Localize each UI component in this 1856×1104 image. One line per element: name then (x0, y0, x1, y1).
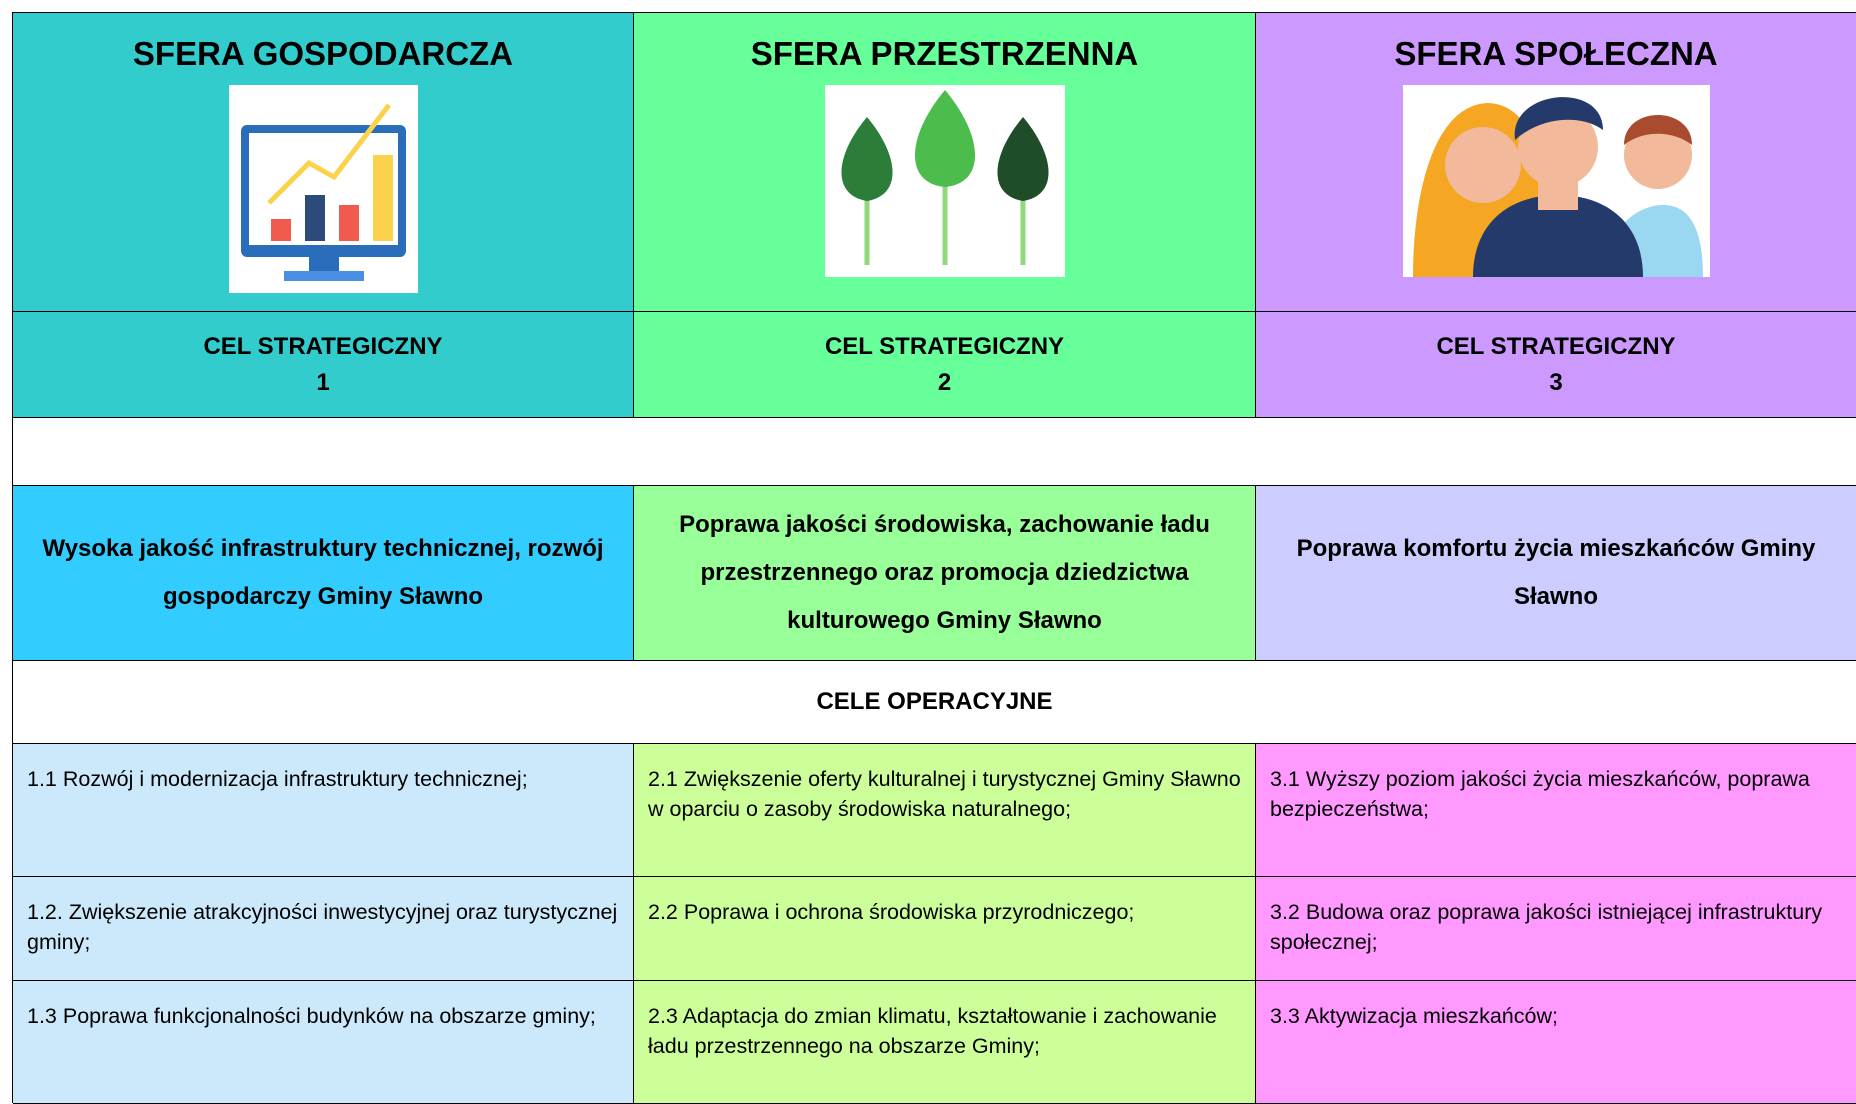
goal-number: 2 (937, 368, 952, 396)
strategy-table: SFERA GOSPODARCZA SFERA PRZESTRZENNA SFE… (12, 12, 1856, 1104)
sphere-title: SFERA GOSPODARCZA (132, 35, 514, 72)
objective: 2.2 Poprawa i ochrona środowiska przyrod… (634, 877, 1256, 981)
strategic-goal: Poprawa jakości środowiska, zachowanie ł… (634, 486, 1256, 661)
goal-label-cell: CEL STRATEGICZNY 3 (1256, 312, 1856, 418)
sphere-title: SFERA SPOŁECZNA (1394, 35, 1718, 72)
sphere-title: SFERA PRZESTRZENNA (750, 35, 1139, 72)
goal-label: CEL STRATEGICZNY (203, 332, 443, 360)
objective: 3.2 Budowa oraz poprawa jakości istnieją… (1256, 877, 1856, 981)
sphere-header: SFERA PRZESTRZENNA (634, 13, 1256, 312)
goal-label-cell: CEL STRATEGICZNY 2 (634, 312, 1256, 418)
objective: 1.1 Rozwój i modernizacja infrastruktury… (13, 744, 634, 877)
goal-number: 1 (316, 368, 330, 396)
sphere-header: SFERA SPOŁECZNA (1256, 13, 1856, 312)
goal-label: CEL STRATEGICZNY (824, 332, 1065, 360)
objective: 2.1 Zwiększenie oferty kulturalnej i tur… (634, 744, 1256, 877)
trees-icon (824, 85, 1065, 277)
objective: 1.2. Zwiększenie atrakcyjności inwestycy… (13, 877, 634, 981)
strategic-goal: Poprawa komfortu życia mieszkańców Gminy… (1256, 486, 1856, 661)
objective: 2.3 Adaptacja do zmian klimatu, kształto… (634, 981, 1256, 1104)
objective: 3.3 Aktywizacja mieszkańców; (1256, 981, 1856, 1104)
operational-heading: CELE OPERACYJNE (13, 661, 1856, 744)
spacer-row (13, 418, 1856, 486)
objective: 3.1 Wyższy poziom jakości życia mieszkań… (1256, 744, 1856, 877)
people-icon (1402, 85, 1710, 277)
strategic-goal: Wysoka jakość infrastruktury technicznej… (13, 486, 634, 661)
goal-label-cell: CEL STRATEGICZNY 1 (13, 312, 634, 418)
chart-icon (228, 85, 418, 293)
sphere-header: SFERA GOSPODARCZA (13, 13, 634, 312)
goal-number: 3 (1549, 368, 1563, 396)
objective: 1.3 Poprawa funkcjonalności budynków na … (13, 981, 634, 1104)
goal-label: CEL STRATEGICZNY (1436, 332, 1676, 360)
